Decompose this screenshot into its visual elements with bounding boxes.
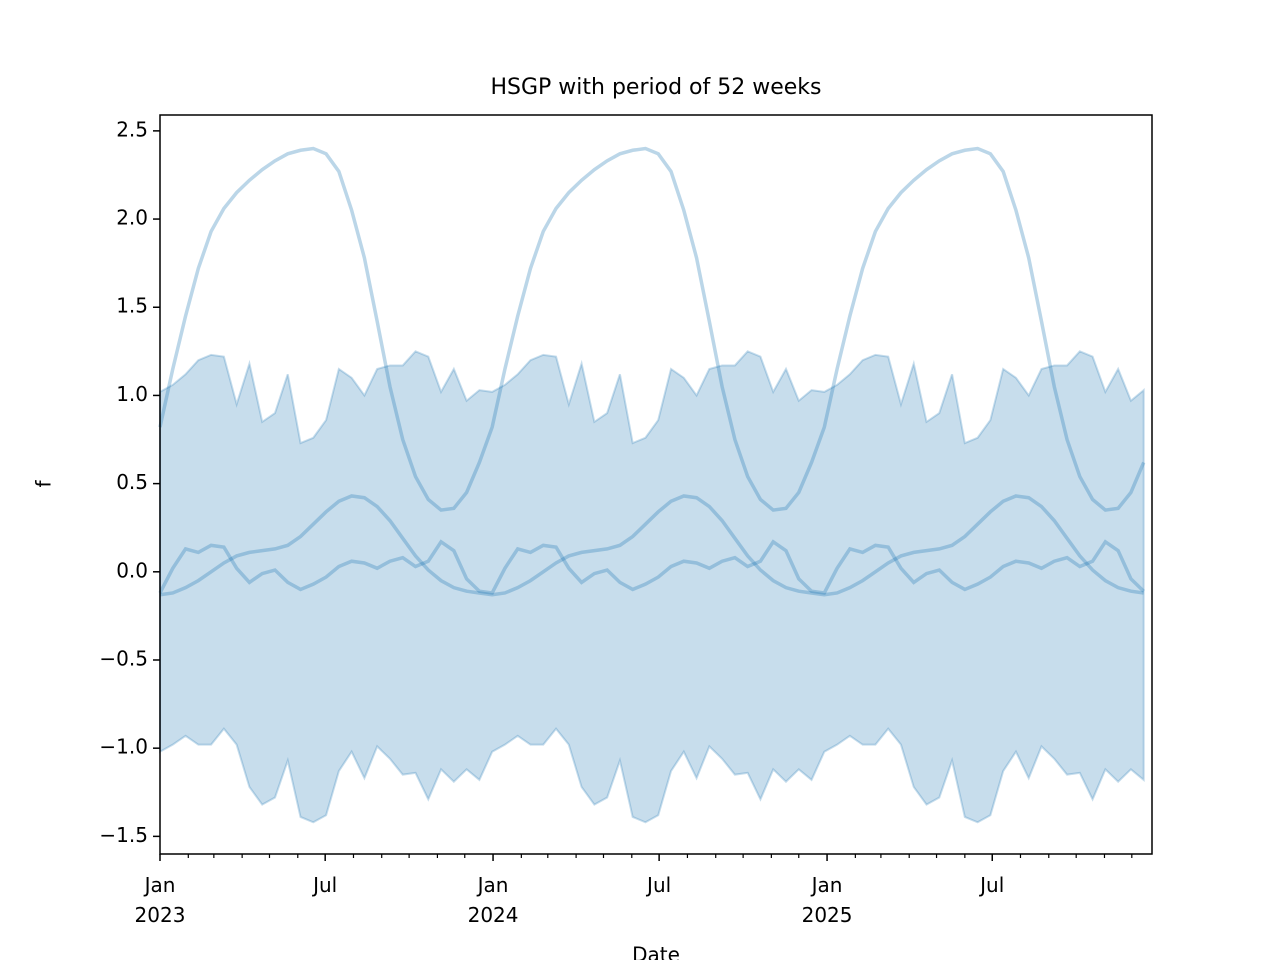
line bbox=[158, 146, 1146, 512]
x-tick-label: Jan 2025 bbox=[801, 873, 853, 927]
y-tick-label: 0.5 bbox=[116, 470, 148, 494]
plot-frame bbox=[159, 114, 1153, 855]
x-tick-label: Jan 2024 bbox=[467, 873, 519, 927]
chart-title: HSGP with period of 52 weeks bbox=[490, 75, 821, 100]
x-axis-label: Date bbox=[632, 943, 680, 960]
y-tick-label: 1.0 bbox=[116, 382, 148, 406]
y-tick-label: 0.0 bbox=[116, 558, 148, 582]
y-tick-label: −1.0 bbox=[99, 735, 148, 759]
x-tick-label: Jul bbox=[313, 873, 338, 897]
y-tick-label: 2.0 bbox=[116, 206, 148, 230]
hdi-band bbox=[159, 350, 1145, 824]
x-tick-label: Jul bbox=[980, 873, 1005, 897]
y-tick-label: 1.5 bbox=[116, 294, 148, 318]
y-axis-label: f bbox=[32, 480, 56, 488]
line bbox=[159, 494, 1144, 597]
x-tick-label: Jan 2023 bbox=[134, 873, 186, 927]
y-tick-label: 2.5 bbox=[116, 117, 148, 141]
y-tick-label: −1.5 bbox=[99, 823, 148, 847]
y-tick-label: −0.5 bbox=[99, 646, 148, 670]
x-tick-label: Jul bbox=[647, 873, 672, 897]
line bbox=[158, 539, 1145, 595]
